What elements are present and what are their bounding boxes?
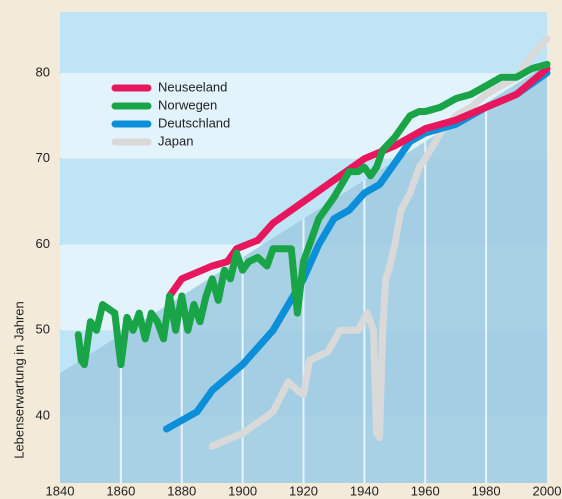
x-tick-label: 1960 [411,483,440,498]
y-tick-label: 40 [36,408,50,423]
y-tick-label: 80 [36,64,50,79]
x-tick-label: 1920 [289,483,318,498]
y-tick-label: 60 [36,236,50,251]
legend-label: Norwegen [158,97,217,112]
legend-label: Deutschland [158,115,230,130]
legend-label: Japan [158,133,193,148]
y-axis-label: Lebenserwartung in Jahren [11,301,26,459]
series-line [166,65,551,300]
x-tick-label: 1860 [106,483,135,498]
x-tick-label: 1940 [350,483,379,498]
y-tick-label: 50 [36,322,50,337]
axes: 1840 1860 1880 1900 1920 1940 1960 1980 2000 40 50… [36,64,562,498]
x-tick-label: 1980 [472,483,501,498]
lines [74,35,551,450]
series-line [163,69,551,433]
series-line [74,60,551,369]
legend-label: Neuseeland [158,79,227,94]
grid [119,102,488,483]
band [60,12,547,73]
y-tick-label: 70 [36,150,50,165]
x-tick-label: 2000 [533,483,562,498]
x-tick-label: 1840 [46,483,75,498]
x-tick-label: 1880 [167,483,196,498]
series-line [208,35,551,450]
x-tick-label: 1900 [228,483,257,498]
